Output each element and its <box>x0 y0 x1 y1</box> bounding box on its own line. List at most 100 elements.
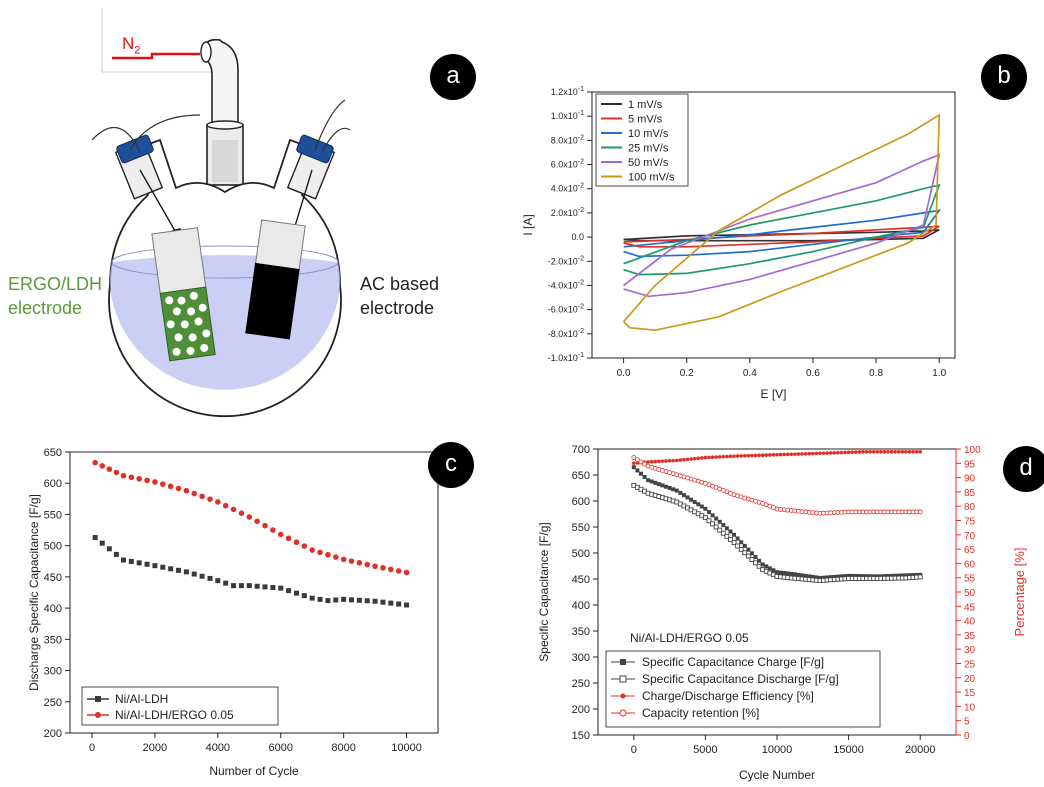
legend-label: 5 mV/s <box>628 114 663 126</box>
data-marker <box>861 450 865 454</box>
x-tick-label: 10000 <box>391 742 422 754</box>
panel-b-cv-chart: 0.0 0.2 0.4 0.6 0.8 1.0 -1.0x10-1 -8.0x10-2 -6.0… <box>520 0 1044 420</box>
data-marker <box>340 556 347 563</box>
cv-curve <box>622 113 941 332</box>
x-tick-label: 0.6 <box>806 368 820 379</box>
data-marker <box>753 555 758 560</box>
data-marker <box>278 585 284 591</box>
data-marker <box>277 531 284 538</box>
liquid-surface <box>111 245 339 279</box>
data-marker <box>128 474 135 481</box>
legend-swatch <box>620 693 626 699</box>
data-marker <box>191 571 197 577</box>
data-marker <box>807 451 812 456</box>
y2-tick-label: 100 <box>964 445 981 456</box>
data-marker <box>735 543 741 549</box>
data-marker <box>183 569 189 575</box>
data-marker <box>728 454 733 459</box>
data-marker <box>717 519 722 524</box>
data-marker <box>152 563 158 569</box>
data-marker <box>882 450 887 454</box>
data-marker <box>136 476 142 482</box>
center-neck-frit <box>212 140 238 182</box>
data-marker <box>796 572 801 577</box>
data-marker <box>638 459 644 465</box>
data-marker <box>810 574 815 579</box>
y-tick-label: 2.0x10-2 <box>551 207 584 218</box>
data-marker <box>814 451 819 456</box>
data-marker <box>333 597 339 603</box>
data-marker <box>850 573 855 578</box>
legend-swatch <box>620 659 626 665</box>
y2-tick-label: 85 <box>964 488 976 499</box>
data-marker <box>113 469 120 476</box>
right-wire-loop <box>321 127 351 153</box>
data-marker <box>380 565 386 571</box>
x-tick-label: 1.0 <box>932 368 946 379</box>
data-marker <box>843 574 848 579</box>
data-marker <box>309 547 315 553</box>
data-marker <box>664 459 668 463</box>
left-arrow <box>139 169 179 237</box>
center-neck-rim <box>206 120 244 130</box>
data-marker <box>739 454 743 458</box>
n2-gas-line <box>112 52 200 60</box>
y-tick-label: 250 <box>572 678 590 690</box>
data-marker <box>635 461 640 465</box>
data-marker <box>904 450 908 454</box>
data-marker <box>262 522 268 529</box>
inlet-tube <box>202 38 239 126</box>
data-marker <box>724 526 729 531</box>
x-tick-label: 0.4 <box>743 368 757 379</box>
legend-swatch <box>95 712 101 718</box>
data-marker <box>753 453 758 458</box>
left-neck <box>114 134 164 200</box>
data-marker <box>767 566 772 571</box>
data-marker <box>246 583 252 589</box>
data-marker <box>828 575 833 580</box>
y-tick-label: 8.0x10-2 <box>551 134 584 145</box>
data-marker <box>238 583 244 589</box>
panel-a-badge: a <box>430 54 476 100</box>
data-marker <box>144 477 150 484</box>
ergo-ldh-electrode <box>151 227 216 362</box>
data-marker <box>681 493 686 498</box>
y-tick-label: 0.0 <box>571 232 584 242</box>
data-marker <box>803 451 808 456</box>
data-marker <box>364 561 371 568</box>
y2-tick-label: 50 <box>964 588 976 599</box>
data-marker <box>649 479 654 484</box>
data-marker <box>785 571 790 576</box>
x-tick-label: 0.2 <box>680 368 694 379</box>
data-marker <box>857 450 862 454</box>
data-marker <box>868 450 872 454</box>
panel-d-badge: d <box>1003 446 1044 492</box>
y-axis-label: I [A] <box>521 214 535 235</box>
x-tick-label: 0 <box>89 742 95 754</box>
data-marker <box>671 487 676 492</box>
y2-tick-label: 95 <box>964 459 976 470</box>
data-marker <box>707 455 711 460</box>
data-marker <box>325 551 331 558</box>
data-marker <box>706 518 712 524</box>
data-marker <box>753 560 758 566</box>
data-marker <box>356 560 363 566</box>
data-marker <box>775 570 779 575</box>
y2-tick-label: 5 <box>964 717 970 728</box>
data-marker <box>301 543 308 549</box>
data-marker <box>403 569 410 576</box>
data-marker <box>144 561 150 567</box>
left-electrode-label-line1: ERGO/LDH <box>8 274 103 294</box>
data-marker <box>889 450 894 454</box>
data-marker <box>768 453 772 457</box>
cv-curve <box>623 183 941 276</box>
data-marker <box>682 457 686 462</box>
x-tick-label: 6000 <box>268 742 292 754</box>
data-marker <box>717 455 722 459</box>
data-marker <box>756 563 762 569</box>
y-tick-label: 400 <box>44 603 62 615</box>
y2-tick-label: 35 <box>964 631 976 642</box>
data-marker <box>782 452 786 457</box>
data-marker <box>817 575 822 580</box>
data-marker <box>646 460 650 464</box>
